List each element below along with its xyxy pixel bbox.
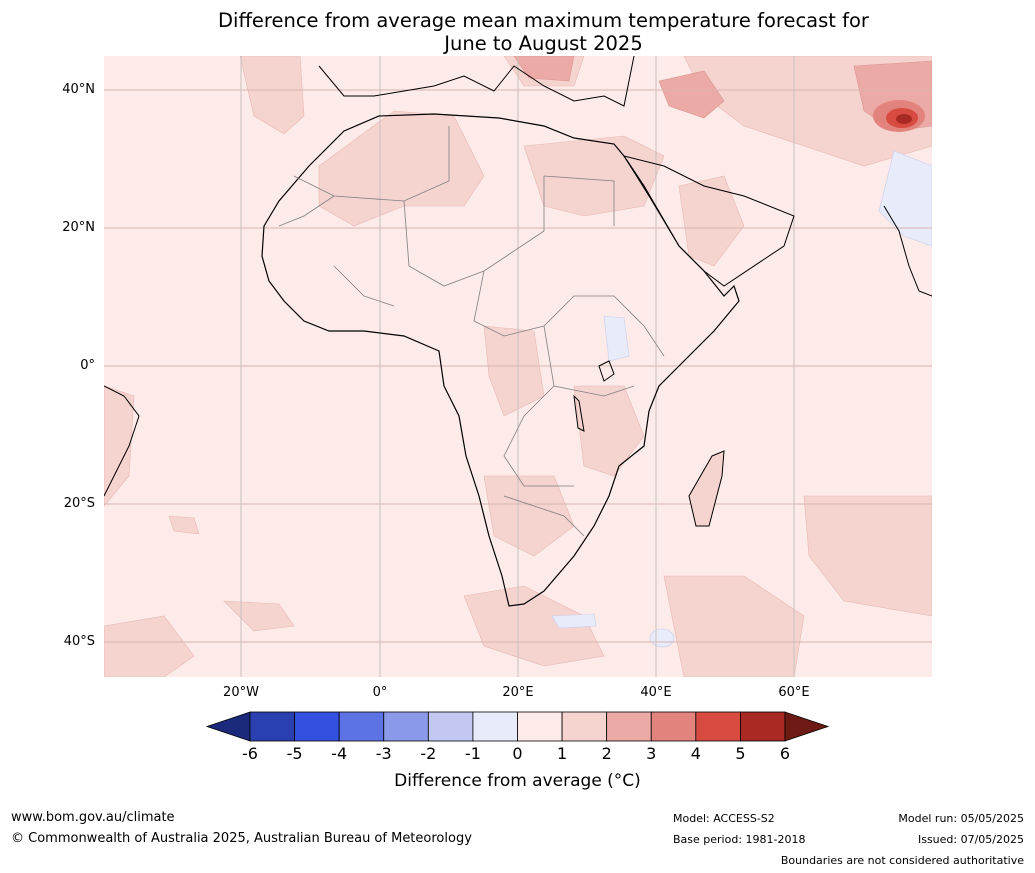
issued-text: Issued: 07/05/2025 (917, 833, 1024, 846)
anomaly-negative-regions (551, 150, 932, 648)
colorbar-tick-label: -3 (375, 744, 392, 763)
website-link[interactable]: www.bom.gov.au/climate (11, 810, 175, 825)
anomaly-1-2-regions (104, 56, 932, 677)
model-text: Model: ACCESS-S2 (673, 812, 775, 825)
disclaimer-text: Boundaries are not considered authoritat… (780, 854, 1024, 867)
colorbar-cell (427, 711, 474, 742)
colorbar-tick-label: -5 (286, 744, 303, 763)
colorbar-cell (383, 711, 429, 742)
colorbar-tick-label: 0 (512, 744, 523, 763)
lakes (573, 360, 615, 432)
colorbar-cell (294, 711, 340, 742)
map-title: Difference from average mean maximum tem… (0, 9, 1035, 55)
colorbar-cell (740, 711, 786, 742)
lat-label-20n: 20°N (62, 220, 95, 235)
colorbar-cell (606, 711, 652, 742)
meridians (240, 56, 795, 677)
anomaly-hotspot (873, 100, 925, 132)
country-boundaries (278, 126, 665, 537)
colorbar-cell (695, 711, 741, 742)
colorbar-label: Difference from average (°C) (394, 771, 641, 791)
colorbar-tick-label: 3 (646, 744, 657, 763)
lon-label-60e: 60°E (778, 685, 810, 700)
brazil-coastline (104, 385, 140, 497)
model-run-text: Model run: 05/05/2025 (898, 812, 1024, 825)
madagascar-coastline (688, 450, 725, 527)
lat-label-40s: 40°S (63, 634, 95, 649)
lat-label-40n: 40°N (62, 82, 95, 97)
europe-coastline (318, 56, 635, 107)
colorbar-extend-low (205, 711, 251, 742)
colorbar-cell (249, 711, 295, 742)
lon-label-20e: 20°E (502, 685, 534, 700)
india-coastline (883, 205, 932, 297)
lat-label-0: 0° (80, 358, 95, 373)
lon-label-20w: 20°W (223, 685, 259, 700)
forecast-map (104, 56, 932, 677)
colorbar-cell (650, 711, 697, 742)
colorbar-tick-label: 4 (690, 744, 701, 763)
base-period-text: Base period: 1981-2018 (673, 833, 806, 846)
map-svg (104, 56, 932, 677)
colorbar-cell (517, 711, 563, 742)
colorbar-cell (561, 711, 608, 742)
colorbar-tick-label: -2 (420, 744, 437, 763)
colorbar-cell (472, 711, 518, 742)
arabia-coastline (622, 155, 795, 287)
lon-label-40e: 40°E (640, 685, 672, 700)
colorbar-tick-label: 6 (779, 744, 791, 763)
colorbar-tick-label: 5 (735, 744, 746, 763)
colorbar-tick-label: -6 (242, 744, 258, 763)
colorbar-tick-label: -1 (464, 744, 481, 763)
title-line-2: June to August 2025 (444, 32, 643, 55)
colorbar-tick-label: 1 (556, 744, 568, 763)
colorbar-extend-high (784, 711, 830, 742)
lon-label-0: 0° (372, 685, 388, 700)
copyright-text: © Commonwealth of Australia 2025, Austra… (11, 831, 472, 846)
title-line-1: Difference from average mean maximum tem… (218, 9, 869, 32)
colorbar-tick-label: -4 (331, 744, 348, 763)
colorbar-cell (338, 711, 385, 742)
colorbar-tick-label: 2 (601, 744, 612, 763)
lat-label-20s: 20°S (63, 496, 95, 511)
colorbar-cells (205, 711, 830, 742)
